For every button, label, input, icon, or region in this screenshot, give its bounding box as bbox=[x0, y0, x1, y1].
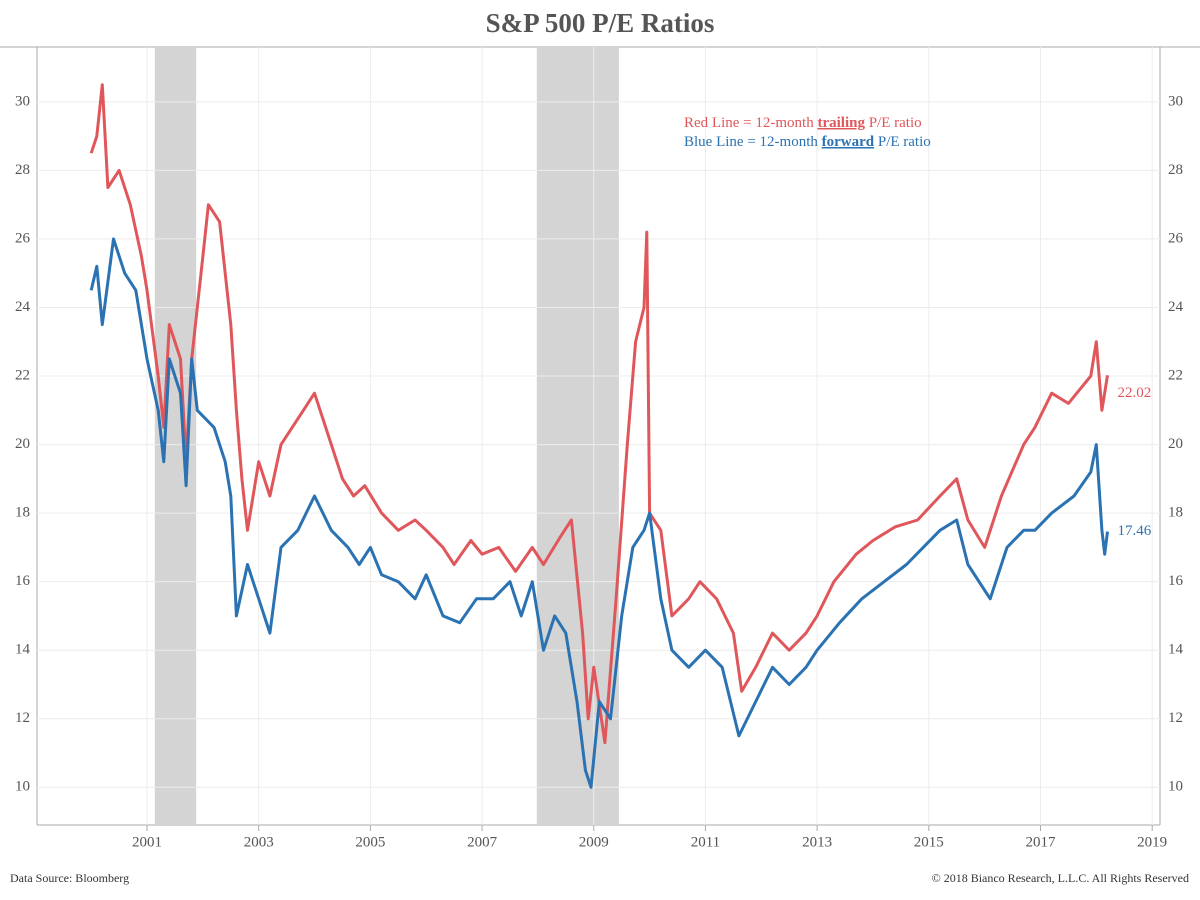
x-tick-label: 2005 bbox=[355, 834, 385, 850]
end-label: 17.46 bbox=[1118, 523, 1152, 539]
x-tick-label: 2013 bbox=[802, 834, 832, 850]
y2-tick-label: 18 bbox=[1168, 505, 1183, 521]
y-tick-label: 18 bbox=[15, 505, 30, 521]
data-line bbox=[89, 237, 1109, 789]
legend-series-name: forward bbox=[822, 134, 875, 150]
legend-prefix: Red Line = 12-month bbox=[684, 115, 817, 131]
legend-entry: Red Line = 12-month trailing P/E ratio bbox=[684, 115, 922, 131]
y2-tick-label: 24 bbox=[1168, 299, 1184, 315]
x-tick-label: 2019 bbox=[1137, 834, 1167, 850]
end-label: 22.02 bbox=[1118, 385, 1152, 401]
y2-tick-label: 20 bbox=[1168, 436, 1183, 452]
x-tick-label: 2015 bbox=[914, 834, 944, 850]
x-tick-label: 2017 bbox=[1025, 834, 1056, 850]
recession-band bbox=[536, 47, 619, 825]
x-tick-label: 2001 bbox=[132, 834, 162, 850]
data-line bbox=[89, 83, 1109, 745]
chart-title: S&P 500 P/E Ratios bbox=[486, 8, 715, 38]
y-tick-label: 16 bbox=[15, 573, 31, 589]
legend-suffix: P/E ratio bbox=[874, 134, 931, 150]
x-tick-label: 2007 bbox=[467, 834, 498, 850]
y2-tick-label: 30 bbox=[1168, 93, 1183, 109]
legend-suffix: P/E ratio bbox=[865, 115, 922, 131]
legend-entry: Blue Line = 12-month forward P/E ratio bbox=[684, 134, 931, 150]
y-tick-label: 20 bbox=[15, 436, 30, 452]
x-tick-label: 2009 bbox=[579, 834, 609, 850]
y2-tick-label: 12 bbox=[1168, 710, 1183, 726]
y-tick-label: 28 bbox=[15, 162, 30, 178]
copyright: © 2018 Bianco Research, L.L.C. All Right… bbox=[932, 871, 1189, 885]
legend-series-name: trailing bbox=[817, 115, 865, 131]
y2-tick-label: 10 bbox=[1168, 779, 1183, 795]
y-tick-label: 30 bbox=[15, 93, 30, 109]
y-tick-label: 26 bbox=[15, 230, 31, 246]
y2-tick-label: 14 bbox=[1168, 642, 1184, 658]
x-tick-label: 2011 bbox=[691, 834, 720, 850]
y-tick-label: 12 bbox=[15, 710, 30, 726]
y-tick-label: 14 bbox=[15, 642, 31, 658]
legend-prefix: Blue Line = 12-month bbox=[684, 134, 822, 150]
y2-tick-label: 28 bbox=[1168, 162, 1183, 178]
y-tick-label: 10 bbox=[15, 779, 30, 795]
y2-tick-label: 16 bbox=[1168, 573, 1184, 589]
y2-tick-label: 26 bbox=[1168, 230, 1184, 246]
x-tick-label: 2003 bbox=[244, 834, 274, 850]
y2-tick-label: 22 bbox=[1168, 367, 1183, 383]
y-tick-label: 24 bbox=[15, 299, 31, 315]
source: Data Source: Bloomberg bbox=[10, 871, 129, 885]
y-tick-label: 22 bbox=[15, 367, 30, 383]
